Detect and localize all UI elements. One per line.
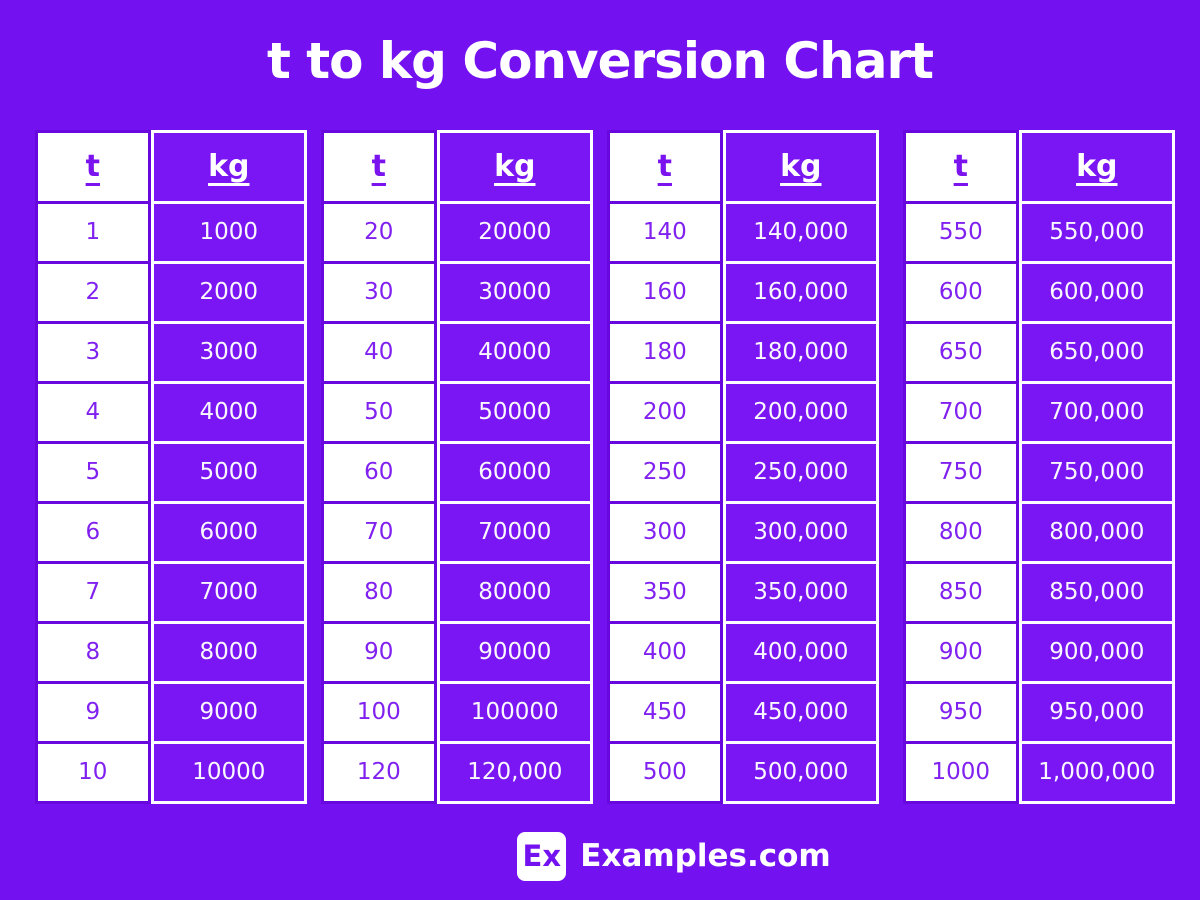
t-value-cell: 9	[35, 683, 151, 744]
t-value-cell: 140	[607, 203, 723, 264]
kg-value-cell: 90000	[436, 623, 593, 684]
kg-value-cell: 500,000	[722, 743, 879, 804]
t-value-cell: 90	[321, 623, 437, 684]
kg-value-cell: 160,000	[722, 263, 879, 324]
t-value-cell: 7	[35, 563, 151, 624]
column-header-kg: kg	[722, 129, 879, 204]
t-value-cell: 350	[607, 563, 723, 624]
kg-value-cell: 900,000	[1018, 623, 1175, 684]
kg-value-cell: 40000	[436, 323, 593, 384]
kg-value-cell: 850,000	[1018, 563, 1175, 624]
t-value-cell: 180	[607, 323, 723, 384]
t-value-cell: 850	[903, 563, 1019, 624]
page-title: t to kg Conversion Chart	[266, 32, 934, 90]
t-value-cell: 30	[321, 263, 437, 324]
kg-value-cell: 6000	[150, 503, 307, 564]
t-value-cell: 300	[607, 503, 723, 564]
site-name: Examples.com	[580, 838, 831, 874]
kg-value-cell: 120,000	[436, 743, 593, 804]
kg-value-cell: 8000	[150, 623, 307, 684]
kg-value-cell: 650,000	[1018, 323, 1175, 384]
kg-value-cell: 700,000	[1018, 383, 1175, 444]
t-value-cell: 6	[35, 503, 151, 564]
t-value-cell: 800	[903, 503, 1019, 564]
kg-value-cell: 100000	[436, 683, 593, 744]
kg-value-cell: 450,000	[722, 683, 879, 744]
t-value-cell: 900	[903, 623, 1019, 684]
kg-value-cell: 950,000	[1018, 683, 1175, 744]
kg-value-cell: 140,000	[722, 203, 879, 264]
conversion-table-2: t kg 20 20000 30 30000 40 40000 50 50000…	[321, 129, 593, 804]
kg-value-cell: 1000	[150, 203, 307, 264]
t-value-cell: 160	[607, 263, 723, 324]
t-value-cell: 8	[35, 623, 151, 684]
t-value-cell: 3	[35, 323, 151, 384]
t-value-cell: 5	[35, 443, 151, 504]
t-value-cell: 950	[903, 683, 1019, 744]
t-value-cell: 120	[321, 743, 437, 804]
kg-value-cell: 550,000	[1018, 203, 1175, 264]
t-value-cell: 40	[321, 323, 437, 384]
t-value-cell: 100	[321, 683, 437, 744]
examples-logo-icon: Ex	[517, 831, 567, 881]
kg-value-cell: 80000	[436, 563, 593, 624]
kg-value-cell: 800,000	[1018, 503, 1175, 564]
t-value-cell: 450	[607, 683, 723, 744]
column-header-t: t	[321, 129, 437, 204]
t-value-cell: 700	[903, 383, 1019, 444]
t-value-cell: 600	[903, 263, 1019, 324]
footer-branding: Ex Examples.com	[74, 831, 1200, 881]
kg-value-cell: 400,000	[722, 623, 879, 684]
column-header-kg: kg	[436, 129, 593, 204]
t-value-cell: 250	[607, 443, 723, 504]
kg-value-cell: 600,000	[1018, 263, 1175, 324]
kg-value-cell: 180,000	[722, 323, 879, 384]
kg-value-cell: 300,000	[722, 503, 879, 564]
kg-value-cell: 30000	[436, 263, 593, 324]
conversion-table-3: t kg 140 140,000 160 160,000 180 180,000…	[607, 129, 879, 804]
column-header-t: t	[903, 129, 1019, 204]
t-value-cell: 4	[35, 383, 151, 444]
kg-value-cell: 3000	[150, 323, 307, 384]
t-value-cell: 750	[903, 443, 1019, 504]
column-header-t: t	[607, 129, 723, 204]
kg-value-cell: 350,000	[722, 563, 879, 624]
t-value-cell: 500	[607, 743, 723, 804]
kg-value-cell: 9000	[150, 683, 307, 744]
kg-value-cell: 750,000	[1018, 443, 1175, 504]
conversion-tables-row: t kg 1 1000 2 2000 3 3000 4 4000 5 5000 …	[35, 129, 1175, 804]
t-value-cell: 650	[903, 323, 1019, 384]
t-value-cell: 10	[35, 743, 151, 804]
kg-value-cell: 7000	[150, 563, 307, 624]
kg-value-cell: 10000	[150, 743, 307, 804]
t-value-cell: 50	[321, 383, 437, 444]
t-value-cell: 60	[321, 443, 437, 504]
kg-value-cell: 20000	[436, 203, 593, 264]
kg-value-cell: 50000	[436, 383, 593, 444]
t-value-cell: 400	[607, 623, 723, 684]
t-value-cell: 550	[903, 203, 1019, 264]
kg-value-cell: 1,000,000	[1018, 743, 1175, 804]
kg-value-cell: 70000	[436, 503, 593, 564]
t-value-cell: 80	[321, 563, 437, 624]
t-value-cell: 2	[35, 263, 151, 324]
column-header-t: t	[35, 129, 151, 204]
kg-value-cell: 250,000	[722, 443, 879, 504]
conversion-table-4: t kg 550 550,000 600 600,000 650 650,000…	[903, 129, 1175, 804]
kg-value-cell: 2000	[150, 263, 307, 324]
kg-value-cell: 4000	[150, 383, 307, 444]
kg-value-cell: 60000	[436, 443, 593, 504]
kg-value-cell: 200,000	[722, 383, 879, 444]
t-value-cell: 20	[321, 203, 437, 264]
kg-value-cell: 5000	[150, 443, 307, 504]
column-header-kg: kg	[150, 129, 307, 204]
conversion-table-1: t kg 1 1000 2 2000 3 3000 4 4000 5 5000 …	[35, 129, 307, 804]
t-value-cell: 1	[35, 203, 151, 264]
t-value-cell: 1000	[903, 743, 1019, 804]
column-header-kg: kg	[1018, 129, 1175, 204]
t-value-cell: 200	[607, 383, 723, 444]
t-value-cell: 70	[321, 503, 437, 564]
